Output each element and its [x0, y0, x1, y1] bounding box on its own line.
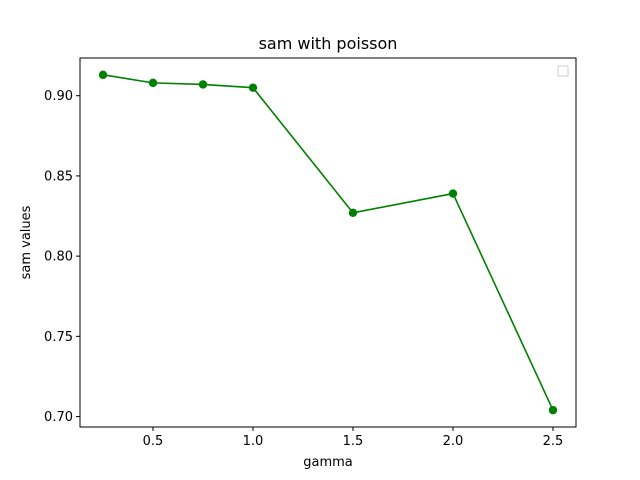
legend-box	[557, 65, 569, 77]
y-tick-label: 0.80	[44, 250, 73, 265]
data-point	[98, 70, 108, 80]
y-tick-label: 0.85	[44, 169, 73, 184]
x-tick-label: 1.0	[243, 434, 264, 449]
data-point	[448, 189, 458, 198]
x-axis: 0.5 1.0 1.5 2.0 2.5	[143, 427, 564, 449]
x-axis-title: gamma	[303, 455, 353, 470]
y-tick-label: 0.70	[44, 410, 73, 425]
data-point	[248, 83, 258, 92]
legend	[557, 65, 569, 77]
y-tick-label: 0.75	[44, 330, 73, 345]
plot-area	[79, 57, 577, 428]
chart-title: sam with poisson	[259, 34, 398, 53]
y-tick-label: 0.90	[44, 89, 73, 104]
x-tick-label: 1.5	[343, 434, 364, 449]
data-point	[198, 80, 208, 89]
data-point	[348, 208, 358, 218]
y-axis: 0.70 0.75 0.80 0.85 0.90	[44, 89, 80, 425]
x-tick-label: 2.0	[443, 434, 464, 449]
series-layer	[98, 70, 558, 415]
y-axis-title: sam values	[19, 205, 34, 279]
x-tick-label: 0.5	[143, 434, 164, 449]
data-point	[148, 78, 158, 88]
data-point	[548, 405, 558, 415]
x-tick-label: 2.5	[543, 434, 564, 449]
